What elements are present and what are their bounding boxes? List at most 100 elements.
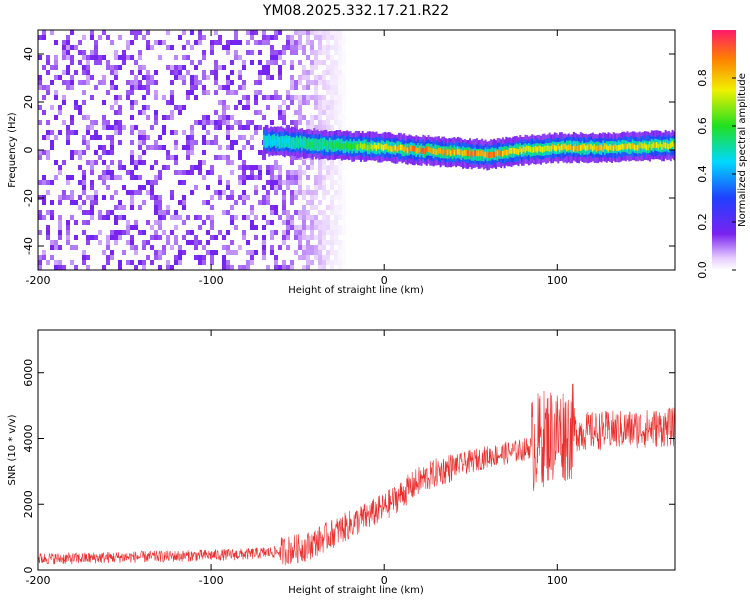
spectrogram-cell	[138, 135, 142, 140]
spectrogram-cell	[338, 205, 342, 210]
spectrogram-cell	[314, 225, 318, 230]
spectrogram-cell	[38, 85, 42, 90]
signal-band-cell	[264, 137, 267, 143]
signal-band-cell	[415, 147, 418, 154]
spectrogram-cell	[338, 40, 342, 45]
spectrogram-cell	[150, 185, 154, 190]
spectrogram-cell	[110, 170, 114, 175]
spectrogram-cell	[270, 235, 274, 240]
spectrogram-cell	[146, 255, 150, 260]
spectrogram-cell	[302, 220, 306, 225]
spectrogram-cell	[282, 195, 286, 200]
spectrogram-cell	[210, 220, 214, 225]
spectrogram-cell	[270, 185, 274, 190]
signal-band-cell	[591, 145, 594, 152]
spectrogram-cell	[114, 75, 118, 80]
signal-band-cell	[548, 146, 551, 152]
spectrogram-cell	[266, 265, 270, 270]
spectrogram-cell	[74, 200, 78, 205]
spectrogram-cell	[138, 145, 142, 150]
spectrogram-cell	[342, 210, 346, 215]
spectrogram-cell	[226, 245, 230, 250]
spectrogram-cell	[286, 225, 290, 230]
spectrogram-cell	[126, 90, 130, 95]
spectrogram-cell	[214, 120, 218, 125]
signal-band-cell	[325, 142, 328, 149]
spectrogram-cell	[342, 265, 346, 270]
spectrogram-cell	[314, 60, 318, 65]
signal-band-cell	[403, 146, 406, 153]
signal-band-cell	[278, 137, 281, 144]
spectrogram-cell	[222, 210, 226, 215]
spectrogram-cell	[90, 120, 94, 125]
spectrogram-cell	[50, 145, 54, 150]
spectrogram-cell	[218, 100, 222, 105]
signal-band-cell	[655, 141, 658, 148]
signal-band-cell	[292, 138, 295, 144]
spectrogram-cell	[262, 200, 266, 205]
spectrogram-cell	[82, 65, 86, 70]
spectrogram-cell	[334, 60, 338, 65]
spectrogram-cell	[258, 110, 262, 115]
signal-band-cell	[368, 144, 371, 151]
spectrogram-cell	[302, 30, 306, 35]
spectrogram-cell	[210, 165, 214, 170]
signal-band-cell	[453, 149, 456, 156]
signal-band-cell	[524, 147, 527, 153]
spectrogram-cell	[294, 225, 298, 230]
spectrogram-cell	[122, 215, 126, 220]
signal-band-cell	[342, 143, 345, 150]
signal-band-cell	[631, 143, 634, 149]
spectrogram-cell	[330, 195, 334, 200]
signal-band-cell	[328, 141, 331, 148]
y-tick-label: -20	[22, 189, 35, 207]
spectrogram-cell	[302, 195, 306, 200]
spectrogram-cell	[342, 185, 346, 190]
signal-band-cell	[522, 145, 525, 152]
signal-band-cell	[501, 150, 504, 157]
signal-band-cell	[491, 151, 494, 158]
signal-band-cell	[308, 141, 311, 148]
spectrogram-cell	[114, 175, 118, 180]
spectrogram-cell	[82, 190, 86, 195]
spectrogram-cell	[210, 255, 214, 260]
signal-band-cell	[294, 140, 297, 147]
signal-band-cell	[285, 137, 288, 144]
spectrogram-cell	[166, 260, 170, 265]
spectrogram-cell	[210, 170, 214, 175]
spectrogram-cell	[258, 90, 262, 95]
spectrogram-cell	[214, 155, 218, 160]
signal-band-cell	[413, 145, 416, 152]
spectrogram-cell	[174, 130, 178, 135]
spectrogram-cell	[38, 180, 42, 185]
spectrogram-cell	[70, 130, 74, 135]
spectrogram-cell	[226, 160, 230, 165]
spectrogram-cell	[50, 140, 54, 145]
signal-band-cell	[494, 149, 497, 156]
spectrogram-cell	[54, 260, 58, 265]
spectrogram-cell	[170, 155, 174, 160]
colorbar-tick-label: 0.0	[696, 261, 709, 279]
spectrogram-cell	[38, 80, 42, 85]
spectrogram-cell	[254, 40, 258, 45]
spectrogram-cell	[190, 165, 194, 170]
spectrogram-cell	[98, 230, 102, 235]
signal-band-cell	[288, 139, 291, 146]
spectrogram-cell	[206, 115, 210, 120]
spectrogram-cell	[118, 235, 122, 240]
spectrogram-cell	[214, 70, 218, 75]
spectrogram-cell	[58, 225, 62, 230]
spectrogram-cell	[166, 235, 170, 240]
spectrogram-cell	[130, 170, 134, 175]
spectrogram-cell	[330, 105, 334, 110]
spectrogram-cell	[274, 160, 278, 165]
spectrogram-cell	[262, 215, 266, 220]
spectrogram-cell	[150, 245, 154, 250]
spectrogram-cell	[126, 225, 130, 230]
spectrogram-cell	[318, 235, 322, 240]
spectrogram-cell	[118, 130, 122, 135]
spectrogram-cell	[342, 165, 346, 170]
spectrogram-cell	[266, 65, 270, 70]
signal-band-cell	[550, 145, 553, 152]
